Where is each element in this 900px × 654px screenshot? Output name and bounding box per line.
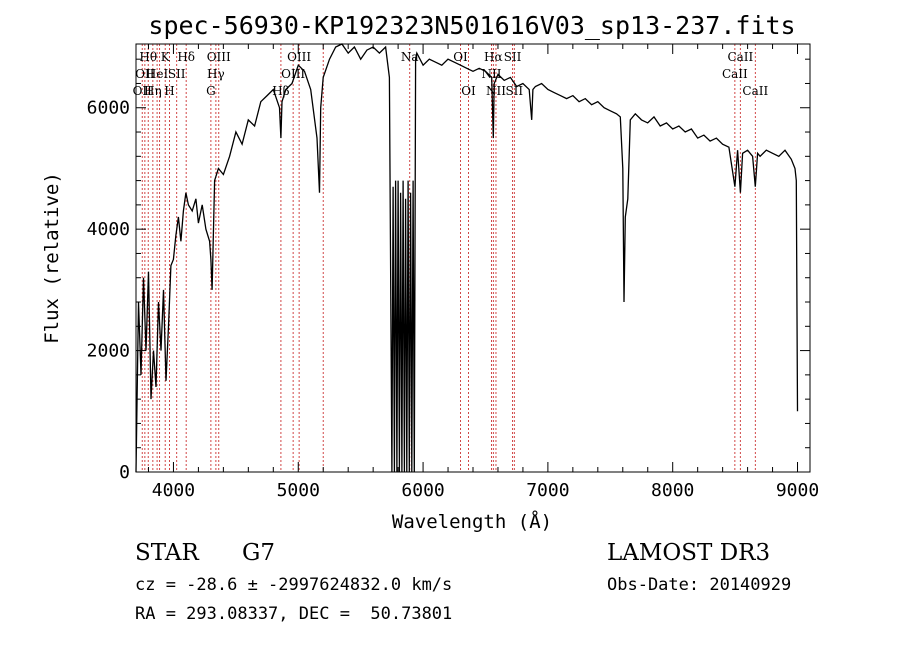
x-tick-label: 6000 xyxy=(401,480,444,501)
y-tick-label: 0 xyxy=(119,462,130,483)
x-tick-label: 9000 xyxy=(776,480,819,501)
line-label: G xyxy=(206,84,216,98)
line-label: OIII xyxy=(207,50,231,64)
object-class: STAR xyxy=(135,540,199,566)
line-label: Hγ xyxy=(207,67,225,81)
x-tick-label: 4000 xyxy=(152,480,195,501)
line-label: CaII xyxy=(722,67,748,81)
coordinates-line: RA = 293.08337, DEC = 50.73801 xyxy=(135,604,452,624)
line-label: OII xyxy=(133,84,153,98)
line-label: OII xyxy=(135,67,155,81)
x-tick-label: 7000 xyxy=(526,480,569,501)
line-label: CaII xyxy=(742,84,768,98)
x-tick-label: 8000 xyxy=(651,480,694,501)
line-label: H xyxy=(164,84,174,98)
line-label: Hβ xyxy=(272,84,289,98)
y-axis: 0 2000 4000 6000 xyxy=(87,58,810,483)
line-label: SII xyxy=(505,84,523,98)
line-label: Hθ xyxy=(139,50,157,64)
line-label: Hη xyxy=(144,84,162,98)
line-label: K xyxy=(161,50,171,64)
x-tick-label: 5000 xyxy=(277,480,320,501)
spectral-line-markers xyxy=(141,44,756,472)
object-subclass: G7 xyxy=(242,540,275,566)
line-label: Hα xyxy=(484,50,503,64)
line-label: OIII xyxy=(281,67,305,81)
spectrum-line xyxy=(135,43,799,473)
line-label: HeI xyxy=(146,67,169,81)
y-tick-label: 2000 xyxy=(87,341,130,362)
chart-title: spec-56930-KP192323N501616V03_sp13-237.f… xyxy=(148,11,795,40)
line-label: OI xyxy=(453,50,468,64)
line-label: NII xyxy=(486,84,506,98)
line-label: OI xyxy=(461,84,476,98)
spectral-line-labels: OII OII Hθ Hη HeI K H SII Hδ G Hγ OIII Hβ OIII OIII Na O… xyxy=(133,50,769,98)
x-axis: 4000 5000 6000 7000 8000 9000 xyxy=(147,44,819,501)
redshift-line: cz = -28.6 ± -2997624832.0 km/s xyxy=(135,575,452,595)
line-label: CaII xyxy=(727,50,753,64)
survey-name: LAMOST DR3 xyxy=(607,540,770,566)
line-label: SII xyxy=(504,50,522,64)
line-label: SII xyxy=(168,67,186,81)
plot-frame xyxy=(135,43,811,473)
obs-date: Obs-Date: 20140929 xyxy=(607,575,791,595)
x-axis-label: Wavelength (Å) xyxy=(392,510,552,533)
line-label: Hδ xyxy=(177,50,195,64)
line-label: OIII xyxy=(287,50,311,64)
y-axis-label: Flux (relative) xyxy=(41,172,63,344)
y-tick-label: 6000 xyxy=(87,98,130,119)
y-tick-label: 4000 xyxy=(87,219,130,240)
line-label: Na xyxy=(401,50,419,64)
